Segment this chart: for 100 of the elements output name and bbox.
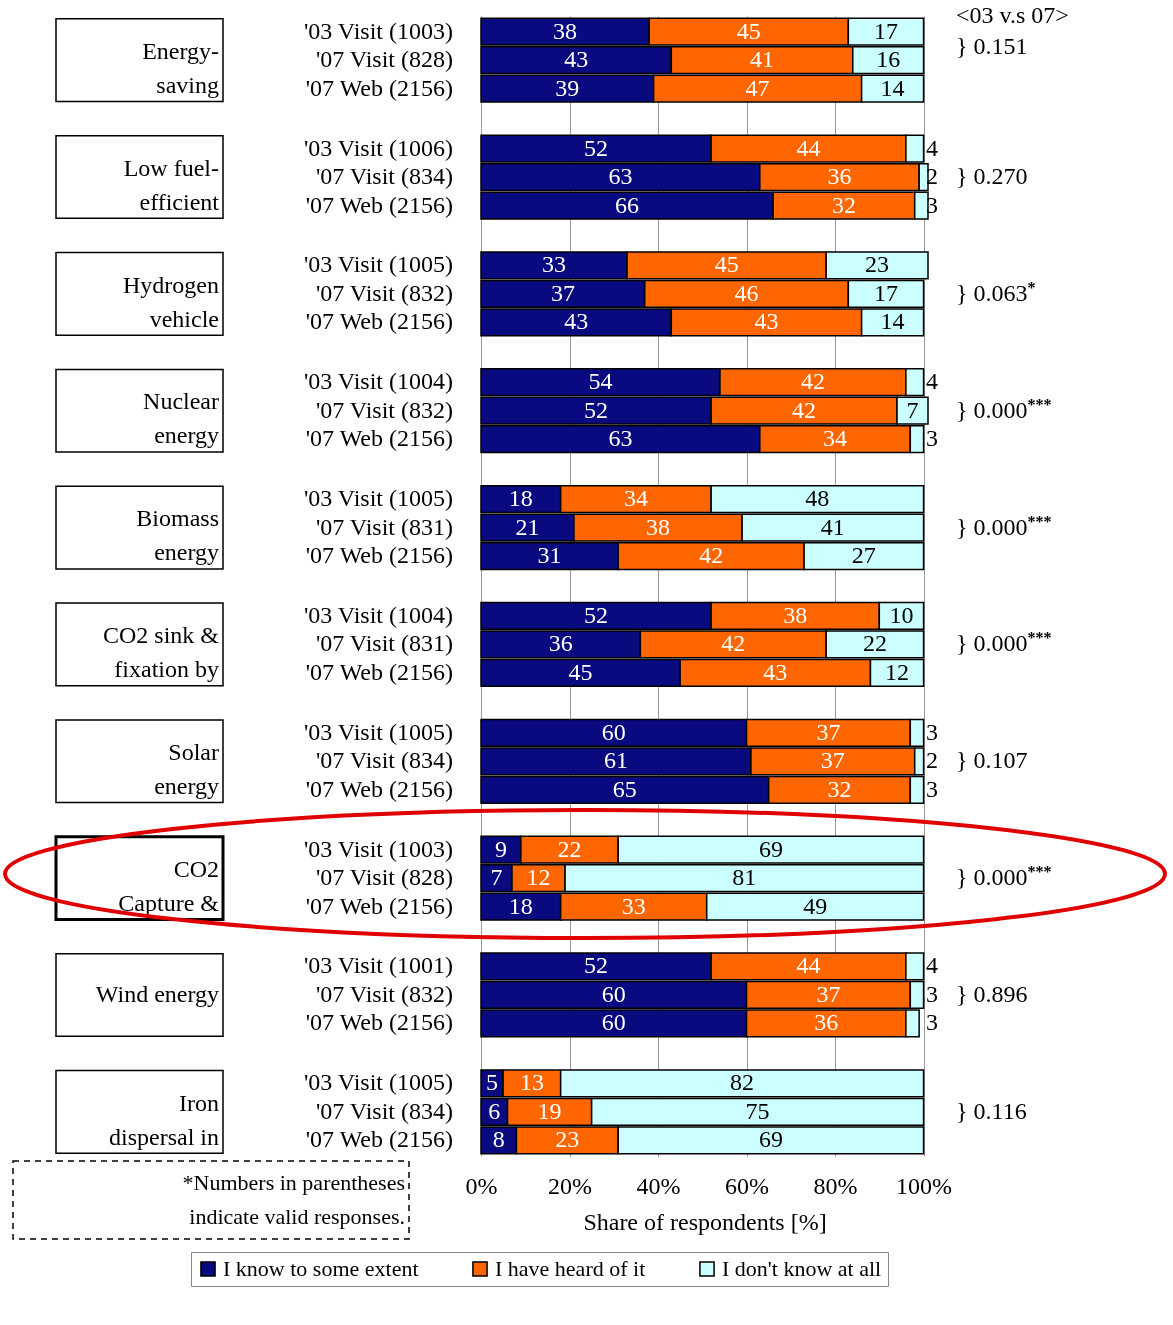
data-label: 22 — [557, 835, 582, 862]
y-tick-label: '03 Visit (1005) — [303, 718, 453, 745]
data-label: 63 — [608, 163, 633, 190]
data-label: 18 — [508, 892, 533, 919]
data-label: 69 — [758, 1126, 783, 1153]
data-label: 41 — [820, 513, 845, 540]
y-tick-label: '03 Visit (1001) — [303, 952, 453, 979]
y-tick-label: '03 Visit (1003) — [303, 835, 453, 862]
data-label: 12 — [885, 658, 910, 685]
data-label: 7 — [490, 864, 503, 891]
data-label: 48 — [805, 485, 830, 512]
data-label: 52 — [584, 396, 609, 423]
y-tick-label: '07 Web (2156) — [305, 542, 453, 569]
data-label: 3 — [925, 718, 938, 745]
y-tick-label: '07 Web (2156) — [305, 775, 453, 802]
data-label: 2 — [925, 747, 938, 774]
data-label: 60 — [601, 1009, 626, 1036]
text: } 0.270 — [956, 163, 1028, 190]
data-label: 3 — [925, 425, 938, 452]
text: CO2 sink & fixation by — [102, 622, 220, 683]
legend-label: I have heard of it — [495, 1256, 646, 1281]
data-label: 42 — [699, 542, 724, 569]
text: } 0.000$^{***}$ — [956, 628, 1052, 657]
text: Hydrogen vehicle — [123, 271, 219, 332]
data-label: 45 — [736, 17, 761, 44]
text: } 0.896 — [956, 980, 1028, 1007]
data-label: 45 — [568, 658, 593, 685]
y-tick-label: '07 Visit (828) — [315, 46, 453, 73]
y-tick-label: '07 Visit (828) — [315, 864, 453, 891]
data-label: 37 — [550, 279, 575, 306]
data-label: 66 — [615, 191, 640, 218]
data-label: 43 — [564, 308, 589, 335]
data-label: 32 — [831, 191, 856, 218]
y-tick-label: '07 Visit (831) — [315, 513, 453, 540]
x-tick-label: 20% — [548, 1172, 593, 1199]
y-tick-label: '07 Web (2156) — [305, 1009, 453, 1036]
data-label: 41 — [750, 46, 775, 73]
data-label: 37 — [820, 747, 845, 774]
data-label: 37 — [816, 718, 841, 745]
data-label: 54 — [588, 368, 613, 395]
data-label: 33 — [542, 251, 567, 278]
data-label: 36 — [548, 630, 573, 657]
data-label: 43 — [754, 308, 779, 335]
data-label: 52 — [584, 952, 609, 979]
text: } 0.063$^{*}$ — [956, 278, 1036, 306]
data-label: 81 — [732, 864, 757, 891]
y-tick-label: '07 Visit (832) — [315, 396, 453, 423]
text: CO2 Capture & — [118, 855, 220, 916]
data-label: 46 — [734, 279, 759, 306]
data-label: 44 — [796, 952, 821, 979]
data-label: 82 — [730, 1069, 755, 1096]
x-tick-label: 80% — [813, 1172, 858, 1199]
y-tick-label: '07 Web (2156) — [305, 425, 453, 452]
data-label: 43 — [564, 46, 589, 73]
data-label: 45 — [714, 251, 739, 278]
y-tick-label: '07 Visit (834) — [315, 747, 453, 774]
y-tick-label: '07 Web (2156) — [305, 191, 453, 218]
data-label: 63 — [608, 425, 633, 452]
data-label: 4 — [925, 952, 938, 979]
data-label: 39 — [555, 74, 580, 101]
data-label: 49 — [803, 892, 828, 919]
data-label: 47 — [745, 74, 770, 101]
y-tick-label: '07 Visit (832) — [315, 279, 453, 306]
data-label: 31 — [537, 542, 562, 569]
data-label: 43 — [763, 658, 788, 685]
data-label: 52 — [584, 134, 609, 161]
y-tick-label: '07 Web (2156) — [305, 892, 453, 919]
y-tick-label: '07 Visit (831) — [315, 630, 453, 657]
x-axis-title: Share of respondents [%] — [583, 1208, 827, 1235]
data-label: 42 — [800, 368, 825, 395]
y-tick-label: '07 Web (2156) — [305, 658, 453, 685]
data-label: 27 — [851, 542, 876, 569]
text: Iron dispersal in — [109, 1089, 219, 1150]
data-label: 5 — [486, 1069, 499, 1096]
y-tick-label: '03 Visit (1005) — [303, 251, 453, 278]
data-label: 52 — [584, 601, 609, 628]
y-tick-label: '07 Web (2156) — [305, 1126, 453, 1153]
data-label: 12 — [526, 864, 551, 891]
text: } 0.000$^{***}$ — [956, 395, 1052, 423]
text: } 0.107 — [956, 747, 1028, 774]
y-tick-label: '03 Visit (1006) — [303, 134, 453, 161]
data-label: 37 — [816, 980, 841, 1007]
data-label: 10 — [889, 601, 914, 628]
y-tick-label: '07 Web (2156) — [305, 308, 453, 335]
data-label: 8 — [492, 1126, 505, 1153]
data-label: 36 — [814, 1009, 839, 1036]
y-tick-label: '03 Visit (1005) — [303, 1069, 453, 1096]
legend-label: I don't know at all — [722, 1256, 882, 1281]
data-label: 34 — [823, 425, 848, 452]
data-label: 7 — [906, 396, 919, 423]
data-label: 6 — [488, 1097, 501, 1124]
y-tick-label: '03 Visit (1003) — [303, 17, 453, 44]
data-label: 17 — [873, 17, 898, 44]
text: } 0.000$^{***}$ — [956, 862, 1052, 891]
data-label: 69 — [758, 835, 783, 862]
text: Biomass energy — [136, 505, 219, 566]
text: Wind energy — [95, 980, 219, 1007]
data-label: 18 — [508, 485, 533, 512]
data-label: 22 — [862, 630, 887, 657]
data-label: 3 — [925, 775, 938, 802]
